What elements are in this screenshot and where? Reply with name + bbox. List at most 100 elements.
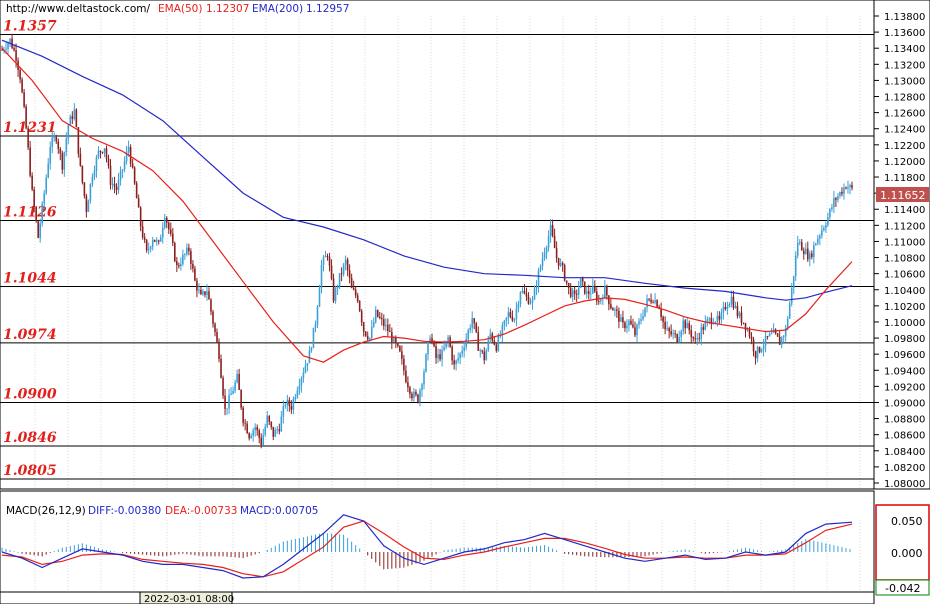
candle-body	[31, 175, 33, 190]
current-price-value: 1.11652	[880, 189, 926, 202]
candle-body	[698, 338, 701, 340]
candle-body	[340, 273, 343, 275]
price-tick-label: 1.11000	[884, 237, 925, 248]
candle-body	[312, 327, 315, 349]
candle-body	[839, 192, 841, 196]
candle-body	[294, 397, 297, 399]
candle-body	[362, 322, 365, 332]
candle-body	[841, 192, 843, 194]
candle-body	[240, 389, 242, 408]
candle-body	[214, 323, 216, 333]
candle-body	[117, 179, 120, 190]
candle-body	[690, 330, 693, 338]
candle-body	[817, 238, 819, 244]
candle-body	[127, 146, 130, 152]
candle-body	[115, 186, 118, 190]
price-axis-ticks: 1.13800 1.13600 1.13400 1.13200 1.13000 1.128…	[874, 12, 925, 490]
candle-body	[638, 320, 640, 325]
price-tick-label: 1.11400	[884, 205, 925, 216]
candle-body	[700, 327, 703, 339]
candle-body	[105, 148, 108, 159]
candle-body	[837, 195, 839, 200]
candle-body	[389, 331, 391, 333]
candle-body	[539, 265, 542, 271]
candle-body	[288, 399, 291, 406]
candle-body	[165, 217, 168, 223]
price-tick-label: 1.10400	[884, 286, 925, 297]
candle-body	[557, 257, 560, 266]
candle-body	[204, 291, 206, 295]
candle-body	[113, 183, 116, 187]
candle-body	[624, 322, 626, 329]
candle-body	[344, 259, 347, 265]
candle-body	[666, 328, 668, 330]
level-label: 1.0805	[3, 463, 57, 479]
candle-body	[519, 292, 522, 304]
candle-body	[591, 285, 594, 294]
candle-body	[188, 247, 190, 252]
candle-body	[43, 193, 45, 204]
macd-histogram	[1, 532, 851, 570]
candle-body	[764, 336, 767, 346]
macd-tick-000: 0.000	[891, 547, 923, 560]
candle-body	[354, 289, 357, 296]
candle-body	[620, 317, 622, 322]
candle-body	[49, 147, 52, 164]
price-panel	[0, 0, 875, 490]
vertical-grid	[34, 16, 861, 488]
candle-body	[533, 288, 536, 300]
candle-body	[200, 289, 202, 295]
candle-body	[754, 351, 757, 359]
candle-body	[670, 331, 672, 335]
candle-body	[565, 280, 568, 283]
candle-body	[551, 225, 554, 236]
candle-body	[541, 258, 544, 266]
candle-body	[770, 332, 773, 334]
candle-body	[368, 337, 371, 340]
date-cursor-box	[139, 591, 233, 604]
candle-body	[75, 109, 78, 128]
candle-body	[760, 349, 763, 352]
candle-body	[274, 429, 277, 437]
candle-body	[762, 345, 765, 350]
candle-body	[403, 358, 405, 371]
candle-body	[290, 405, 293, 410]
candle-body	[644, 307, 646, 317]
candle-body	[686, 323, 689, 329]
candle-body	[589, 293, 592, 295]
level-label: 1.0900	[3, 386, 57, 402]
candle-body	[748, 329, 751, 337]
candle-body	[811, 253, 813, 257]
macd-dea-value: DEA:-0.00733	[165, 505, 237, 517]
candle-body	[527, 296, 530, 304]
candle-body	[654, 300, 656, 303]
candle-body	[421, 384, 423, 391]
candle-body	[507, 312, 510, 318]
candle-body	[172, 233, 174, 244]
candle-body	[316, 306, 319, 325]
candle-body	[125, 151, 128, 161]
candle-body	[25, 106, 27, 129]
candle-body	[264, 426, 267, 436]
candle-body	[202, 291, 204, 295]
level-label: 1.1044	[3, 271, 57, 287]
candle-body	[543, 252, 546, 259]
level-label: 1.0974	[3, 327, 57, 343]
candle-body	[642, 316, 644, 320]
candle-body	[815, 243, 817, 246]
candle-body	[800, 242, 803, 251]
candle-body	[218, 341, 220, 360]
candle-body	[734, 305, 737, 308]
candle-body	[262, 435, 265, 446]
candle-body	[515, 308, 518, 320]
candle-body	[443, 347, 445, 351]
site-url[interactable]: http://www.deltastock.com/	[6, 3, 151, 15]
price-tick-label: 1.13800	[884, 12, 925, 23]
price-tick-label: 1.09600	[884, 350, 925, 361]
candle-body	[103, 148, 106, 153]
candle-body	[350, 277, 353, 288]
candle-body	[254, 427, 256, 431]
candle-body	[314, 324, 317, 328]
candle-body	[176, 261, 178, 266]
